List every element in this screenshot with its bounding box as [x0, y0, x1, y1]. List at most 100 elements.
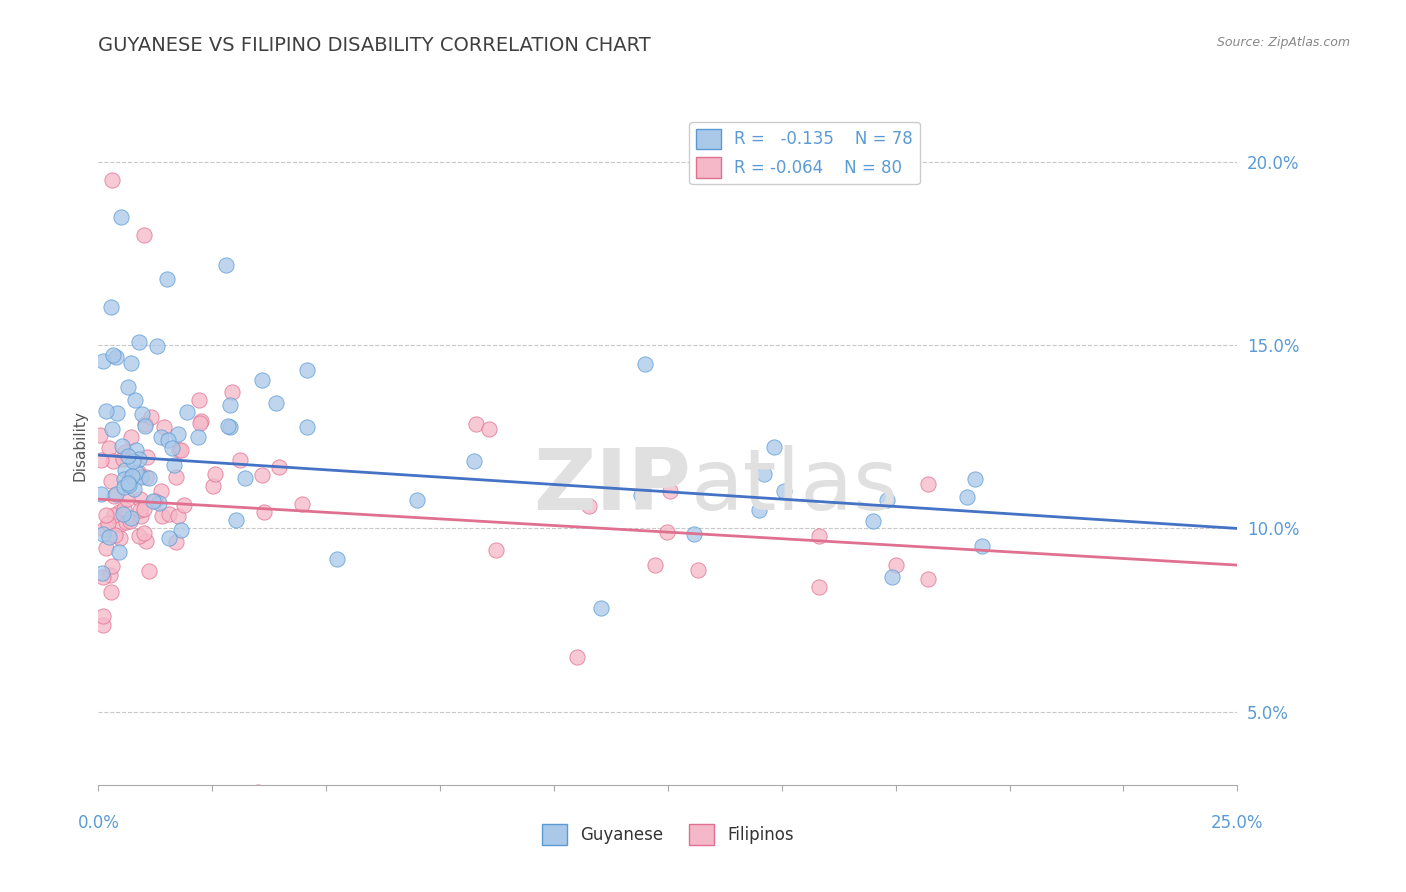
Point [187, 430, 209, 444]
Point [118, 470, 141, 484]
Point [683, 527, 706, 541]
Point [589, 601, 612, 615]
Point [101, 454, 124, 468]
Point [917, 572, 939, 586]
Point [115, 492, 138, 507]
Point [90, 487, 112, 501]
Point [218, 420, 240, 434]
Point [188, 416, 211, 430]
Point [96, 404, 118, 418]
Point [118, 478, 141, 492]
Point [120, 514, 142, 528]
Point [91, 353, 114, 368]
Point [108, 544, 131, 558]
Point [150, 508, 173, 523]
Point [752, 467, 775, 482]
Point [132, 228, 155, 243]
Point [89, 428, 111, 442]
Point [578, 500, 600, 514]
Point [127, 466, 149, 480]
Point [108, 505, 131, 519]
Point [120, 429, 142, 443]
Point [112, 480, 135, 494]
Text: 25.0%: 25.0% [1211, 814, 1264, 832]
Point [91, 617, 114, 632]
Point [112, 507, 135, 521]
Point [165, 470, 187, 484]
Point [217, 419, 239, 434]
Point [655, 524, 678, 539]
Point [129, 469, 152, 483]
Point [131, 407, 153, 421]
Point [215, 258, 238, 272]
Point [93, 570, 115, 584]
Point [128, 451, 150, 466]
Point [136, 450, 159, 464]
Point [173, 498, 195, 512]
Point [167, 427, 190, 442]
Point [103, 489, 125, 503]
Point [165, 535, 187, 549]
Point [104, 350, 127, 364]
Point [135, 470, 157, 484]
Point [120, 356, 142, 370]
Point [972, 540, 994, 554]
Point [146, 338, 169, 352]
Point [91, 527, 114, 541]
Point [252, 468, 274, 483]
Point [114, 462, 136, 476]
Point [91, 608, 114, 623]
Point [111, 439, 134, 453]
Point [128, 529, 150, 543]
Point [246, 785, 269, 799]
Point [884, 558, 907, 573]
Point [204, 467, 226, 482]
Point [100, 585, 122, 599]
Point [464, 417, 486, 431]
Point [149, 483, 172, 498]
Point [763, 440, 786, 454]
Point [104, 527, 127, 541]
Point [167, 508, 190, 523]
Point [121, 469, 143, 483]
Point [253, 505, 276, 519]
Point [110, 210, 132, 224]
Point [94, 541, 117, 556]
Point [114, 445, 136, 459]
Point [880, 570, 903, 584]
Point [225, 513, 247, 527]
Point [634, 357, 657, 371]
Point [112, 472, 135, 486]
Point [108, 517, 131, 532]
Point [325, 551, 347, 566]
Point [142, 494, 165, 508]
Point [112, 452, 135, 467]
Point [100, 421, 122, 435]
Text: atlas: atlas [690, 445, 898, 528]
Text: GUYANESE VS FILIPINO DISABILITY CORRELATION CHART: GUYANESE VS FILIPINO DISABILITY CORRELAT… [98, 36, 651, 54]
Point [117, 449, 139, 463]
Point [143, 493, 166, 508]
Point [120, 511, 142, 525]
Point [105, 406, 128, 420]
Point [148, 496, 170, 510]
Point [167, 443, 190, 458]
Point [125, 443, 148, 458]
Point [132, 501, 155, 516]
Point [100, 300, 122, 314]
Point [956, 490, 979, 504]
Point [122, 482, 145, 496]
Point [129, 508, 152, 523]
Y-axis label: Disability: Disability [72, 410, 87, 482]
Point [688, 563, 710, 577]
Point [156, 272, 179, 286]
Point [463, 453, 485, 467]
Point [917, 477, 939, 491]
Point [748, 503, 770, 517]
Point [565, 649, 588, 664]
Point [644, 558, 666, 572]
Point [105, 487, 128, 501]
Point [117, 475, 139, 490]
Point [190, 414, 212, 428]
Point [201, 479, 224, 493]
